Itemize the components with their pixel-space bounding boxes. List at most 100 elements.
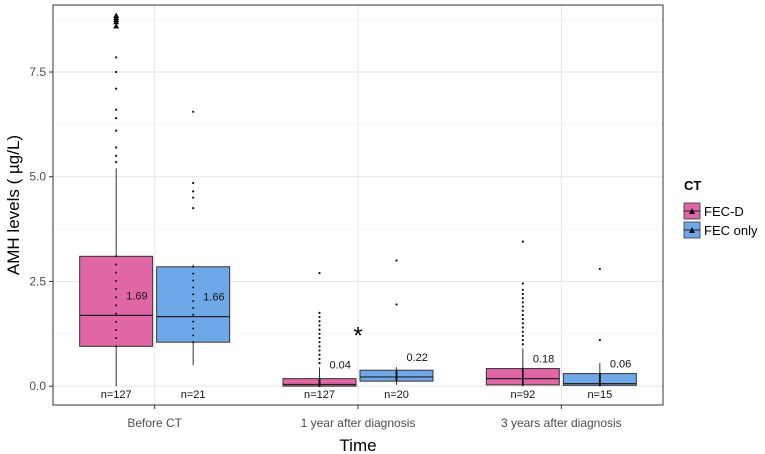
median-label: 1.69 <box>126 290 147 302</box>
data-point <box>115 263 118 266</box>
data-point <box>521 379 524 382</box>
legend-title: CT <box>684 178 701 193</box>
outlier-point <box>318 336 321 340</box>
outlier-point <box>318 320 321 323</box>
data-point <box>521 377 524 380</box>
outlier-point <box>521 292 524 296</box>
outlier-point <box>521 297 524 300</box>
outlier-point <box>318 315 321 319</box>
data-point <box>192 272 195 275</box>
y-tick-label: 0.0 <box>29 379 46 393</box>
box-fec-only-3: 0.06 n=15 <box>562 267 637 401</box>
data-point <box>115 279 118 282</box>
data-point <box>115 304 118 307</box>
legend-label: FEC-D <box>704 204 744 219</box>
data-point <box>115 296 118 299</box>
n-label: n=127 <box>101 389 132 401</box>
n-label: n=20 <box>384 389 409 401</box>
box-fec-d-1: 1.69 n=127 <box>79 12 154 401</box>
data-point <box>192 334 195 337</box>
data-point <box>192 293 195 296</box>
outlier-point <box>318 328 321 331</box>
outlier-point <box>192 110 195 113</box>
y-tick-label: 5.0 <box>29 170 46 184</box>
outlier-point <box>318 362 321 365</box>
outlier-point <box>318 341 321 344</box>
data-point <box>115 255 118 258</box>
data-point <box>521 369 524 372</box>
data-point <box>192 265 195 268</box>
outlier-point <box>521 326 524 329</box>
outlier-marker <box>113 12 120 18</box>
outlier-point <box>192 190 195 193</box>
data-point <box>521 373 524 376</box>
outlier-point <box>521 301 524 304</box>
significance-asterisk: * <box>353 323 362 350</box>
outlier-point <box>318 345 321 348</box>
outlier-point <box>318 271 321 275</box>
data-point <box>521 383 524 386</box>
y-tick-label: 7.5 <box>29 65 46 79</box>
x-tick-label: 1 year after diagnosis <box>301 416 416 430</box>
outlier-point <box>115 87 118 90</box>
box-fec-only-2: 0.22 n=20 <box>359 259 434 401</box>
outlier-point <box>115 56 118 59</box>
outlier-point <box>318 332 321 335</box>
legend-label: FEC only <box>704 223 758 238</box>
n-label: n=15 <box>587 389 612 401</box>
outlier-point <box>192 196 195 199</box>
data-point <box>521 370 524 373</box>
y-tick-label: 2.5 <box>29 274 46 288</box>
n-label: n=127 <box>304 389 335 401</box>
outlier-point <box>192 207 195 210</box>
box-fec-d-3: 0.18 n=92 <box>485 240 560 401</box>
outlier-point <box>318 311 321 314</box>
outlier-point <box>192 181 195 185</box>
data-point <box>192 279 195 282</box>
outlier-point <box>521 305 524 308</box>
data-point <box>115 345 118 348</box>
data-point <box>192 313 195 316</box>
legend-item-fec-only: FEC only <box>683 221 758 239</box>
outlier-point <box>318 357 321 361</box>
data-point <box>192 306 195 309</box>
data-point <box>115 312 118 315</box>
outlier-point <box>115 116 118 120</box>
outlier-point <box>115 70 118 74</box>
data-point <box>521 382 524 385</box>
legend: CT FEC-D FEC only <box>683 178 758 239</box>
outlier-point <box>521 334 524 337</box>
outlier-point <box>521 322 524 325</box>
outlier-point <box>598 338 601 342</box>
x-tick-label: 3 years after diagnosis <box>501 416 622 430</box>
median-label: 0.18 <box>533 354 554 366</box>
box-series: 1.69 n=127 0.04 n=127 0.18 n=92 1.66 n=21 0.22 n=… <box>79 12 637 401</box>
x-axis-title: Time <box>339 436 376 454</box>
data-point <box>192 286 195 289</box>
outlier-point <box>318 349 321 352</box>
data-point <box>192 327 195 330</box>
data-point <box>521 367 524 370</box>
box-iqr <box>156 266 231 343</box>
data-point <box>395 369 398 372</box>
outlier-point <box>521 288 524 291</box>
box-fec-only-1: 1.66 n=21 <box>156 110 231 401</box>
outlier-point <box>115 154 118 157</box>
data-point <box>115 337 118 340</box>
outlier-point <box>318 353 321 356</box>
data-point <box>192 341 195 344</box>
data-point <box>598 372 601 375</box>
data-point <box>192 300 195 303</box>
outlier-point <box>395 303 398 306</box>
data-point <box>192 320 195 323</box>
n-label: n=21 <box>181 389 206 401</box>
outlier-point <box>521 282 524 285</box>
axes: 0.0 2.5 5.0 7.5 Before CT 1 year after diagno… <box>29 65 621 430</box>
outlier-point <box>318 324 321 327</box>
outlier-point <box>598 267 601 270</box>
box-fec-d-2: 0.04 n=127 <box>282 271 357 401</box>
legend-key-marker <box>689 208 695 214</box>
outlier-point <box>395 259 398 262</box>
outlier-point <box>521 338 524 342</box>
